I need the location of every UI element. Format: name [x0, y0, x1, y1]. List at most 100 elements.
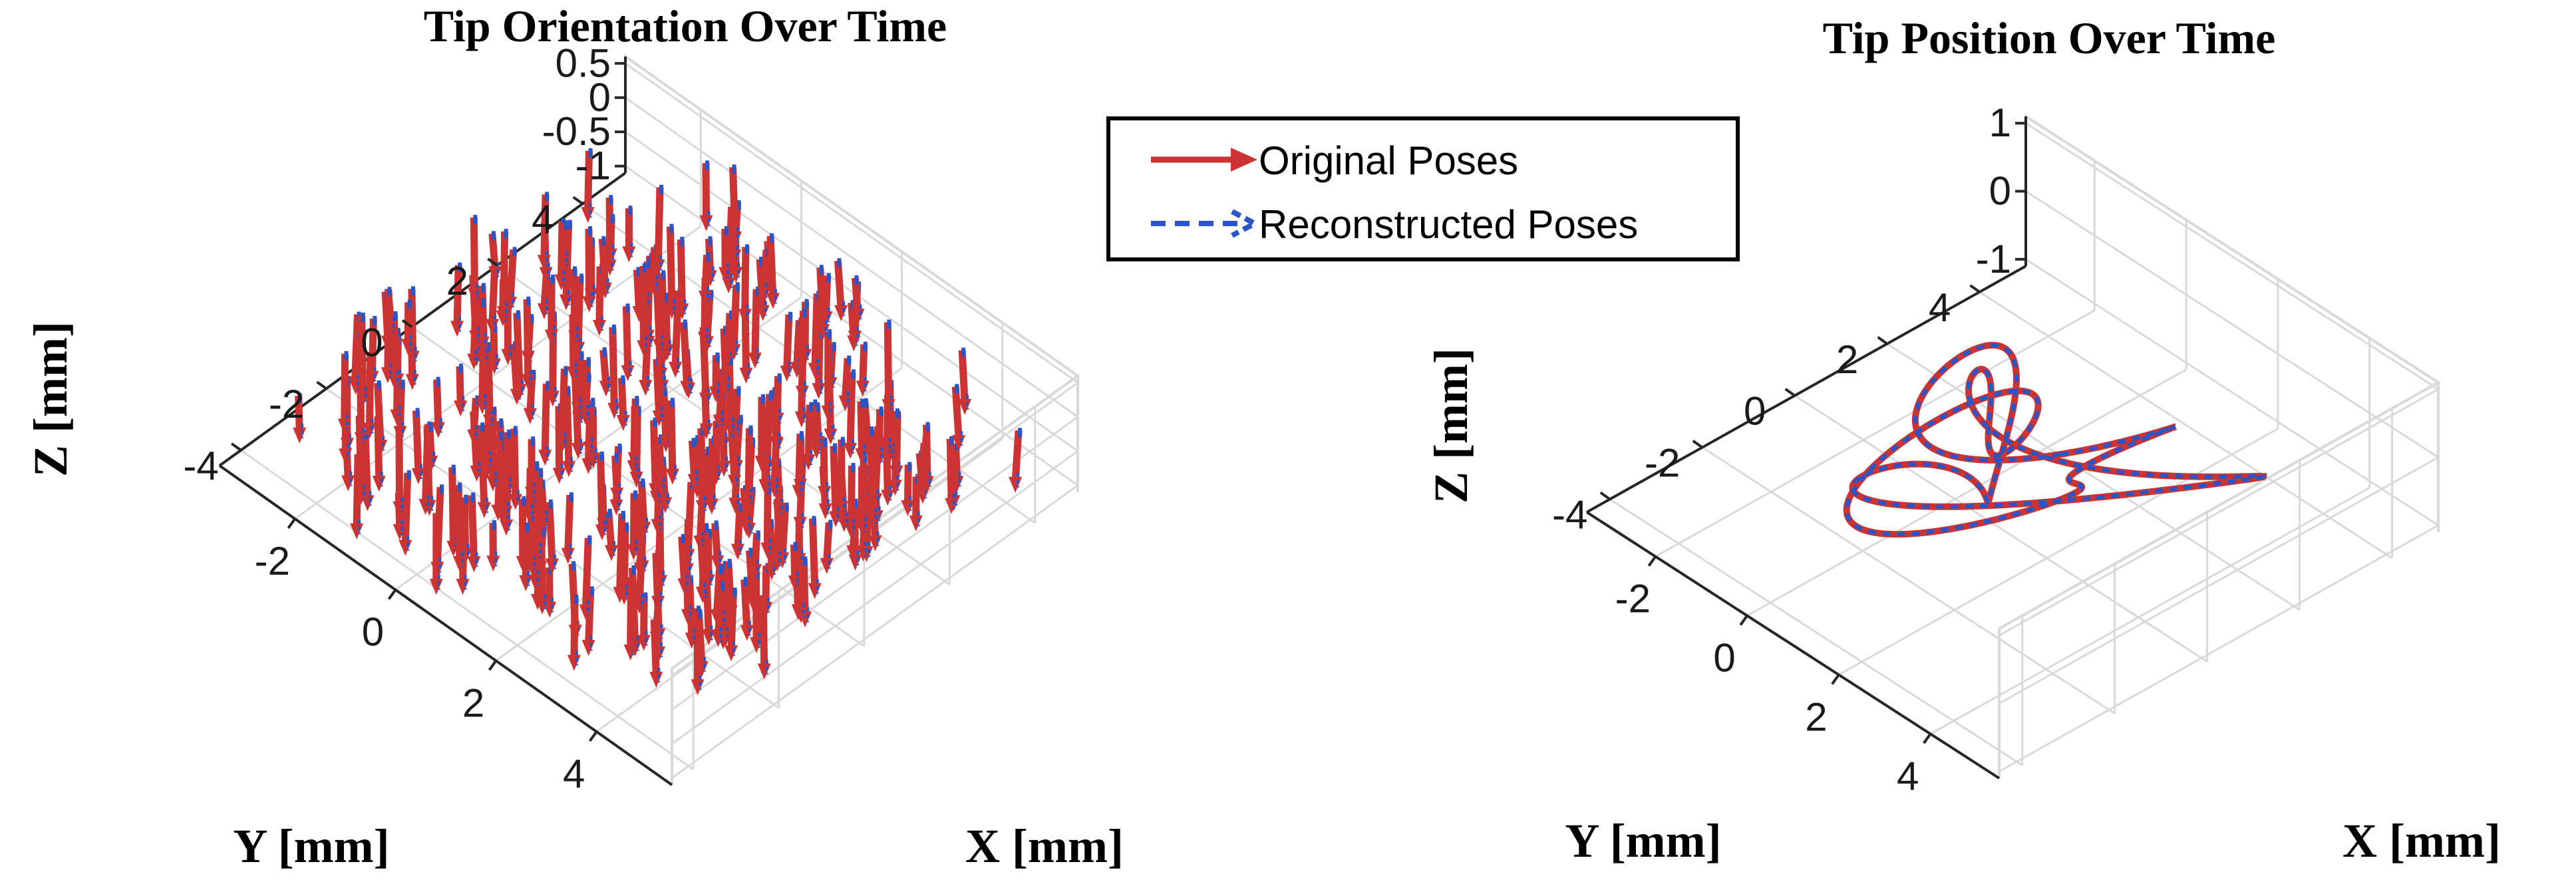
- x-tick-mark: [1831, 674, 1840, 685]
- orientation-arrow-shaft: [766, 235, 777, 297]
- orientation-arrow-head: [477, 502, 491, 518]
- orientation-arrow-shaft: [488, 271, 498, 323]
- left-ylabel: Y [mm]: [233, 819, 389, 873]
- orientation-arrow-head: [622, 246, 636, 263]
- orientation-arrow-shaft: [629, 567, 639, 645]
- x-tick-mark: [1647, 555, 1657, 567]
- y-tick-mark: [1599, 491, 1611, 501]
- grid-line: [1701, 446, 2116, 714]
- z-tick-label: 0: [1989, 169, 2011, 214]
- orientation-arrow-shaft: [847, 465, 856, 527]
- orientation-arrow-shaft: [541, 383, 550, 454]
- orientation-arrow-shaft: [584, 150, 593, 212]
- orientation-arrow-shaft: [629, 493, 638, 549]
- orientation-arrow-shaft: [684, 482, 695, 553]
- orientation-arrow-shaft: [637, 481, 648, 526]
- orientation-arrow-head: [881, 490, 895, 506]
- orientation-arrow-head: [665, 468, 679, 485]
- orientation-arrow-head: [812, 382, 826, 399]
- orientation-arrow-shaft: [841, 358, 852, 400]
- grid-line: [1838, 428, 2279, 676]
- orientation-arrow-shaft: [763, 487, 772, 547]
- x-tick-mark: [287, 517, 296, 529]
- y-tick-mark: [1784, 388, 1796, 397]
- grid-line: [240, 449, 694, 771]
- orientation-arrow-shaft: [523, 299, 532, 378]
- orientation-arrow-head: [639, 380, 653, 396]
- orientation-arrow-shaft: [859, 344, 868, 385]
- z-tick-label: 1: [1989, 100, 2011, 145]
- legend-box: [1106, 116, 1740, 261]
- orientation-arrow-shaft: [368, 318, 377, 375]
- orientation-arrow-shaft: [859, 456, 868, 525]
- y-tick-label: 2: [446, 259, 468, 303]
- orientation-arrow-shaft: [734, 506, 744, 548]
- legend-original-arrowhead: [1231, 148, 1257, 172]
- right-zlabel: Z [mm]: [1424, 348, 1478, 504]
- orientation-arrow-shaft: [680, 322, 691, 385]
- orientation-chart: Tip Orientation Over Time -2 0 2 4 -4 -2 0 2 4 0.…: [24, 1, 1124, 873]
- orientation-arrow-head: [909, 515, 923, 531]
- orientation-arrow-shaft: [633, 269, 643, 311]
- orientation-arrow-shaft: [564, 495, 574, 552]
- orientation-arrow-shaft: [740, 579, 751, 629]
- right-trajectory-marks: [1843, 341, 2267, 538]
- orientation-arrow-shaft: [702, 163, 711, 220]
- orientation-arrow-head: [808, 583, 822, 599]
- orientation-arrow-shaft: [534, 470, 544, 551]
- y-tick-label: -4: [183, 444, 218, 488]
- orientation-arrow-head: [793, 517, 807, 533]
- orientation-arrow-shaft: [678, 536, 689, 583]
- y-tick-mark: [1692, 440, 1703, 449]
- y-tick-label: -4: [1552, 493, 1587, 537]
- left-quiver-marks: [293, 148, 1023, 696]
- orientation-arrow-shaft: [546, 502, 556, 563]
- right-ylabel: Y [mm]: [1565, 814, 1721, 867]
- orientation-arrow-shaft: [857, 401, 866, 453]
- orientation-arrow-shaft: [412, 410, 422, 473]
- left-zlabel: Z [mm]: [24, 321, 77, 477]
- x-tick-mark: [1923, 733, 1932, 744]
- orientation-arrow-head: [293, 427, 307, 444]
- orientation-arrow-head: [372, 476, 386, 492]
- orientation-arrow-head: [848, 554, 862, 571]
- orientation-arrow-shaft: [510, 428, 520, 498]
- z-tick-label: -1: [575, 144, 611, 188]
- orientation-arrow-shaft: [500, 231, 509, 311]
- orientation-arrow-shaft: [725, 358, 734, 426]
- x-tick-label: 2: [1805, 694, 1827, 739]
- orientation-arrow-head: [450, 321, 464, 337]
- orientation-arrow-head: [795, 385, 809, 402]
- orientation-arrow-head: [748, 353, 762, 369]
- orientation-arrow-shaft: [793, 320, 803, 367]
- orientation-arrow-shaft: [401, 472, 412, 544]
- x-tick-label: 4: [563, 752, 585, 796]
- orientation-arrow-shaft: [884, 322, 893, 404]
- orientation-arrow-head: [350, 523, 364, 539]
- orientation-arrow-shaft: [527, 514, 536, 564]
- y-tick-mark: [316, 380, 327, 390]
- orientation-arrow-shaft: [598, 238, 609, 287]
- orientation-arrow-shaft: [454, 485, 464, 561]
- grid-line: [1929, 487, 2370, 735]
- x-tick-mark: [589, 730, 598, 742]
- orientation-arrow-shaft: [448, 467, 457, 545]
- orientation-arrow-head: [724, 645, 738, 662]
- x-tick-label: 2: [462, 680, 484, 725]
- orientation-arrow-head: [581, 640, 595, 657]
- orientation-arrow-shaft: [783, 314, 793, 370]
- orientation-arrow-shaft: [695, 611, 706, 666]
- orientation-arrow-shaft: [574, 353, 584, 406]
- orientation-arrow-shaft: [468, 495, 478, 561]
- orientation-arrow-shaft: [778, 505, 790, 557]
- grid-line: [1746, 369, 2187, 617]
- orientation-arrow-head: [1009, 476, 1023, 493]
- orientation-arrow-shaft: [622, 306, 632, 370]
- x-tick-mark: [387, 589, 397, 600]
- orientation-arrow-shaft: [946, 438, 957, 483]
- orientation-arrow-shaft: [453, 265, 462, 325]
- orientation-arrow-head: [581, 207, 595, 223]
- orientation-arrow-shaft: [741, 247, 750, 313]
- right-grid: [1609, 114, 2441, 778]
